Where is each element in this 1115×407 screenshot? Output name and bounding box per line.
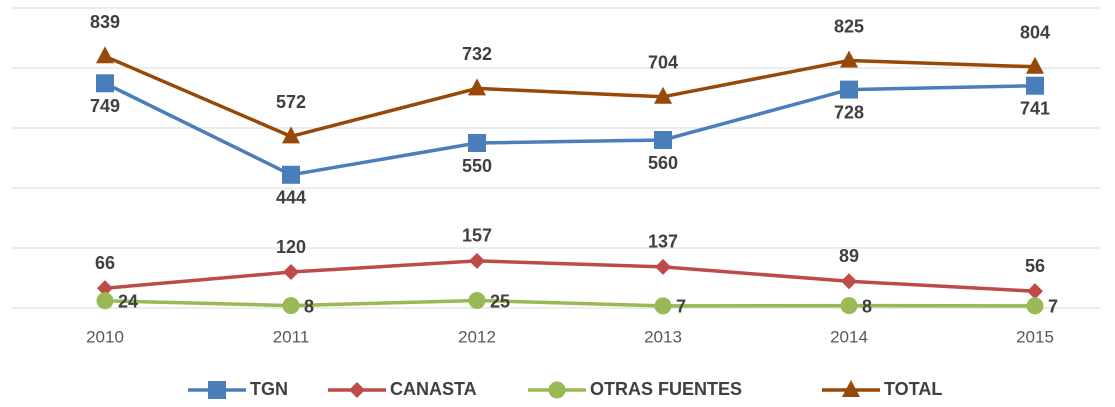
legend-label: TGN <box>250 379 288 399</box>
data-label: 728 <box>834 102 864 122</box>
data-label: 550 <box>462 156 492 176</box>
data-label: 7 <box>1048 297 1058 317</box>
data-label: 732 <box>462 44 492 64</box>
marker <box>96 292 114 310</box>
marker <box>1026 297 1044 315</box>
legend-marker <box>349 382 365 398</box>
x-tick-label: 2014 <box>830 327 868 346</box>
data-label: 8 <box>304 296 314 316</box>
series-line <box>104 259 1036 293</box>
x-tick-label: 2011 <box>273 327 310 346</box>
data-label: 24 <box>118 292 138 312</box>
series-line <box>104 298 1036 308</box>
data-label: 25 <box>490 291 510 311</box>
data-label: 7 <box>676 297 686 317</box>
marker <box>469 252 485 269</box>
data-label: 120 <box>276 237 306 257</box>
marker <box>282 126 300 144</box>
marker <box>1026 56 1044 74</box>
series-line <box>104 54 1036 139</box>
data-label: 741 <box>1020 98 1050 118</box>
marker <box>840 80 858 99</box>
series-line <box>104 81 1036 177</box>
data-label: 572 <box>276 92 306 112</box>
data-label: 56 <box>1025 256 1045 276</box>
data-label: 137 <box>648 232 678 252</box>
x-tick-label: 2013 <box>644 327 682 346</box>
legend-marker <box>842 380 860 397</box>
marker <box>654 131 672 149</box>
data-label: 157 <box>462 226 492 246</box>
legend-label: CANASTA <box>390 379 477 399</box>
marker <box>96 74 114 93</box>
marker <box>97 280 113 297</box>
data-label: 560 <box>648 153 678 173</box>
marker <box>468 78 486 96</box>
data-label: 804 <box>1020 23 1050 43</box>
marker <box>1026 76 1044 95</box>
marker <box>96 46 114 64</box>
data-label: 704 <box>648 53 678 73</box>
x-tick-label: 2015 <box>1016 327 1054 346</box>
data-label: 444 <box>276 188 306 208</box>
marker <box>841 273 857 290</box>
x-tick-label: 2012 <box>458 327 496 346</box>
marker <box>654 297 672 315</box>
legend-marker <box>208 381 226 399</box>
data-label: 825 <box>834 16 864 36</box>
marker <box>840 297 858 315</box>
marker <box>654 86 672 104</box>
legend-label: TOTAL <box>884 379 942 399</box>
marker <box>283 264 299 280</box>
marker <box>1027 283 1043 300</box>
marker <box>282 297 300 315</box>
data-label: 839 <box>90 12 120 32</box>
data-label: 66 <box>95 253 115 273</box>
legend-label: OTRAS FUENTES <box>590 379 742 399</box>
data-label: 89 <box>839 246 859 266</box>
x-tick-label: 2010 <box>86 327 124 346</box>
marker <box>282 165 300 184</box>
marker <box>840 50 858 68</box>
marker <box>468 134 486 152</box>
marker <box>655 258 671 275</box>
marker <box>468 292 486 309</box>
legend-marker <box>548 381 566 399</box>
data-label: 749 <box>90 96 120 116</box>
data-label: 8 <box>862 296 872 316</box>
